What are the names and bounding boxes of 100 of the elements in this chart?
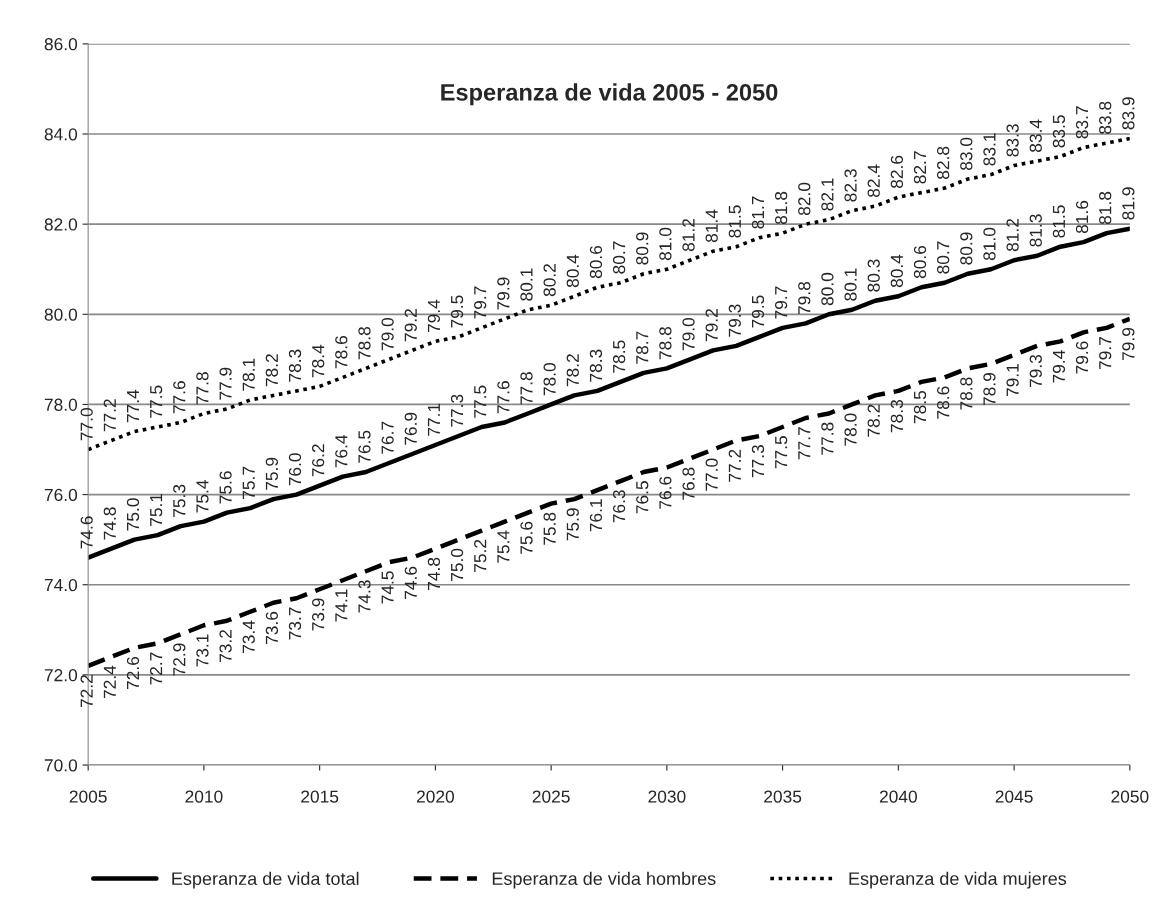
data-label: 75.6: [219, 471, 232, 504]
data-label: 79.3: [1029, 354, 1042, 388]
data-label: 78.8: [659, 327, 672, 360]
data-label: 78.8: [960, 377, 973, 410]
data-label: 73.1: [196, 634, 209, 667]
data-label: 79.5: [751, 295, 765, 328]
data-label: 74.1: [335, 589, 348, 622]
x-tick-label: 2025: [532, 790, 570, 803]
data-label: 78.1: [242, 358, 255, 391]
data-label: 80.6: [589, 245, 603, 279]
data-label: 78.2: [867, 404, 880, 437]
data-label: 80.3: [867, 259, 880, 292]
x-tick-label: 2020: [416, 790, 455, 803]
data-label: 80.0: [821, 272, 834, 306]
data-label: 80.4: [566, 254, 579, 288]
data-label: 78.0: [543, 363, 556, 396]
data-label: 79.8: [798, 281, 811, 315]
data-label: 81.3: [1029, 214, 1042, 247]
y-tick-label: 82.0: [44, 218, 78, 231]
data-label: 76.9: [404, 412, 417, 445]
data-label: 79.9: [1122, 327, 1135, 361]
data-label: 74.8: [103, 507, 116, 540]
data-label: 80.1: [844, 268, 857, 301]
data-label: 81.7: [751, 196, 765, 229]
data-label: 76.4: [335, 434, 348, 468]
y-tick-label: 84.0: [44, 128, 78, 141]
data-label: 77.2: [103, 399, 116, 432]
data-label: 77.3: [450, 394, 464, 427]
data-label: 78.3: [589, 349, 603, 382]
data-label: 77.7: [798, 427, 811, 460]
data-label: 82.8: [937, 146, 950, 180]
data-label: 78.8: [358, 327, 371, 360]
data-label: 76.1: [589, 499, 603, 532]
data-label: 81.2: [1006, 218, 1019, 252]
data-label: 81.8: [774, 191, 788, 225]
data-label: 75.0: [126, 498, 140, 531]
data-label: 72.4: [103, 665, 116, 699]
data-label: 78.0: [844, 413, 857, 446]
data-label: 83.1: [983, 133, 996, 166]
data-label: 81.0: [659, 227, 672, 261]
data-label: 72.7: [149, 652, 163, 685]
data-label: 78.6: [937, 386, 950, 419]
data-label: 76.6: [659, 476, 672, 509]
x-tick-label: 2040: [879, 790, 917, 803]
data-label: 81.9: [1122, 187, 1135, 220]
data-label: 77.0: [705, 458, 718, 491]
data-label: 73.2: [219, 629, 232, 663]
data-label: 78.3: [288, 349, 302, 382]
data-label: 79.7: [774, 286, 788, 319]
x-tick-label: 2010: [185, 790, 223, 803]
data-label: 80.4: [890, 254, 904, 288]
data-label: 79.2: [404, 309, 417, 342]
data-label: 81.6: [1075, 200, 1089, 234]
data-label: 79.7: [474, 286, 487, 319]
data-label: 79.5: [450, 295, 464, 328]
legend-label: Esperanza de vida mujeres: [849, 871, 1067, 889]
data-label: 79.6: [1075, 341, 1089, 374]
data-label: 79.1: [1006, 364, 1019, 397]
data-label: 78.3: [890, 400, 904, 433]
data-label: 74.6: [404, 566, 417, 599]
x-tick-label: 2015: [301, 790, 339, 803]
data-label: 81.4: [705, 209, 718, 243]
data-label: 77.1: [427, 403, 440, 436]
data-label: 77.8: [821, 422, 834, 455]
data-label: 83.0: [960, 137, 973, 170]
data-label: 73.7: [288, 607, 302, 640]
data-label: 77.5: [150, 385, 163, 418]
data-label: 77.3: [751, 445, 765, 478]
data-label: 82.4: [867, 164, 880, 198]
data-label: 75.9: [265, 457, 279, 490]
data-label: 72.9: [173, 643, 186, 676]
legend-label: Esperanza de vida total: [172, 871, 359, 889]
data-label: 77.6: [497, 381, 510, 414]
data-label: 73.6: [265, 611, 279, 644]
data-label: 81.5: [728, 205, 741, 238]
data-label: 76.2: [312, 444, 325, 477]
legend-label: Esperanza de vida hombres: [492, 871, 716, 889]
data-label: 82.3: [844, 169, 857, 202]
data-label: 78.5: [612, 340, 626, 373]
data-label: 80.6: [913, 245, 927, 279]
y-tick-label: 76.0: [44, 488, 78, 502]
data-label: 76.5: [358, 430, 371, 463]
data-label: 79.7: [1099, 337, 1112, 370]
y-tick-label: 74.0: [44, 578, 78, 592]
data-label: 75.9: [566, 508, 579, 541]
data-label: 74.3: [358, 580, 371, 613]
data-label: 79.4: [1052, 350, 1066, 383]
data-label: 80.9: [636, 232, 649, 265]
data-label: 83.4: [1029, 119, 1042, 152]
data-label: 75.6: [520, 521, 533, 554]
data-label: 75.4: [196, 480, 209, 513]
data-label: 80.1: [520, 268, 533, 301]
data-label: 83.9: [1122, 97, 1135, 130]
data-label: 78.4: [312, 344, 325, 378]
data-label: 80.7: [937, 241, 950, 274]
data-label: 73.4: [242, 620, 255, 653]
x-tick-label: 2045: [995, 790, 1033, 803]
data-label: 78.5: [913, 390, 927, 424]
data-label: 83.7: [1075, 106, 1089, 139]
data-label: 80.7: [612, 241, 626, 274]
